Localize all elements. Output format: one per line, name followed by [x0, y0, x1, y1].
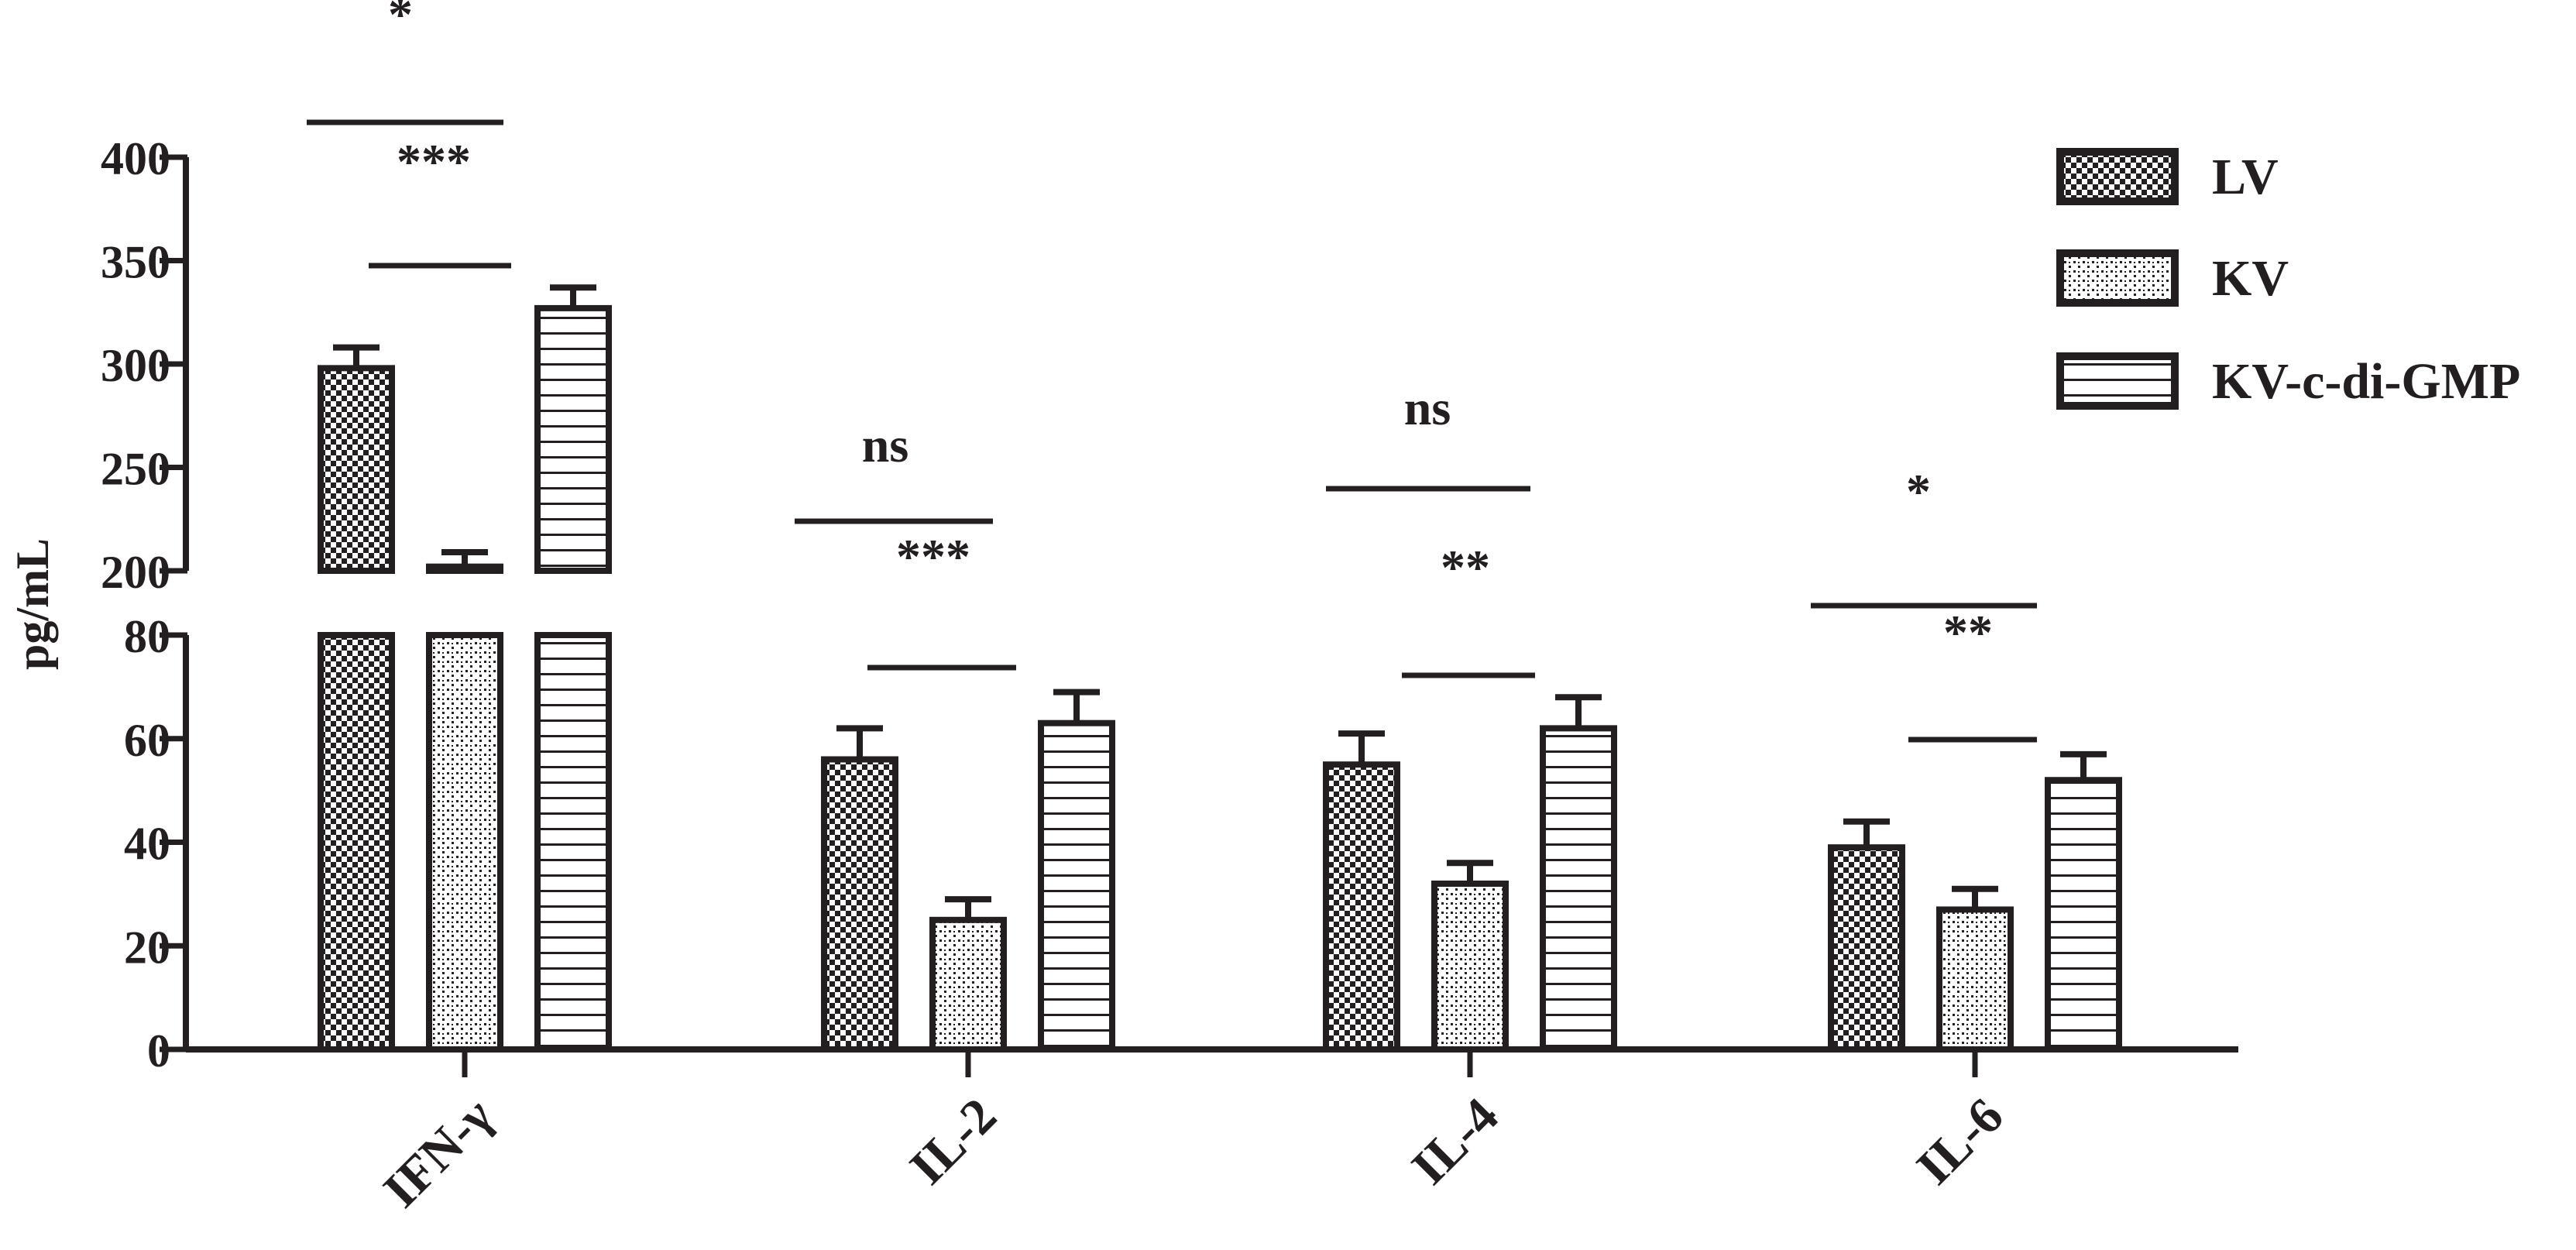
bar-KV-c-di-GMP-IL-4 [1540, 725, 1617, 1053]
bar-LV-IL-6 [1828, 844, 1905, 1053]
y-tick-label-lower-60: 60 [124, 715, 170, 766]
sig-label-2: ns [862, 417, 909, 472]
sig-label-7: ** [1943, 605, 1993, 660]
sig-label-4: ns [1404, 380, 1451, 435]
bar-KV-IL-2 [929, 916, 1007, 1053]
y-tick-label-upper-200: 200 [101, 547, 170, 598]
y-tick-label-upper-300: 300 [101, 340, 170, 391]
bar-LV-IL-4 [1323, 761, 1400, 1053]
sig-label-3: *** [896, 529, 970, 584]
y-tick-label-lower-40: 40 [124, 819, 170, 870]
bar-KV-IFN-γ-lower [426, 632, 503, 1053]
sig-label-5: ** [1441, 540, 1490, 595]
bar-KV-c-di-GMP-IFN-γ-upper [534, 304, 612, 574]
legend-label-KV-c-di-GMP: KV-c-di-GMP [2212, 353, 2520, 410]
legend: LV KV KV-c-di-GMP [2056, 148, 2520, 410]
x-tick-label-3: IL-6 [1906, 1087, 2014, 1196]
bars [318, 284, 2122, 1053]
bar-KV-IL-6 [1936, 906, 2014, 1053]
legend-swatch-KV-c-di-GMP [2056, 352, 2179, 410]
y-tick-label-lower-80: 80 [124, 611, 170, 662]
y-tick-label-lower-0: 0 [147, 1025, 170, 1077]
axis-break-gap [181, 575, 191, 631]
legend-swatch-LV [2056, 148, 2179, 205]
sig-label-6: * [1906, 464, 1931, 519]
x-tick-label-1: IL-2 [899, 1087, 1008, 1196]
sig-label-0: * [388, 0, 413, 42]
bar-LV-IL-2 [821, 756, 898, 1053]
y-tick-label-lower-20: 20 [124, 922, 170, 973]
bar-LV-IFN-γ-lower [318, 632, 395, 1053]
sig-label-1: *** [397, 134, 471, 189]
legend-label-LV: LV [2212, 149, 2279, 205]
legend-swatch-KV [2056, 249, 2179, 307]
y-axis-label: pg/mL [7, 538, 58, 670]
bar-KV-IFN-γ-upper [426, 563, 503, 574]
bar-LV-IFN-γ-upper [318, 365, 395, 574]
legend-label-KV: KV [2212, 250, 2289, 307]
y-tick-label-upper-400: 400 [101, 133, 170, 184]
bar-KV-c-di-GMP-IL-2 [1038, 719, 1115, 1053]
y-tick-label-upper-350: 350 [101, 237, 170, 288]
x-tick-label-0: IFN-γ [373, 1087, 503, 1218]
x-tick-label-2: IL-4 [1401, 1087, 1510, 1196]
bar-KV-c-di-GMP-IL-6 [2045, 777, 2122, 1053]
bar-KV-c-di-GMP-IFN-γ-lower [534, 632, 612, 1053]
bar-KV-IL-4 [1431, 881, 1509, 1053]
significance-annotations: ****ns***ns***** [307, 0, 2037, 743]
y-tick-label-upper-250: 250 [101, 444, 170, 495]
